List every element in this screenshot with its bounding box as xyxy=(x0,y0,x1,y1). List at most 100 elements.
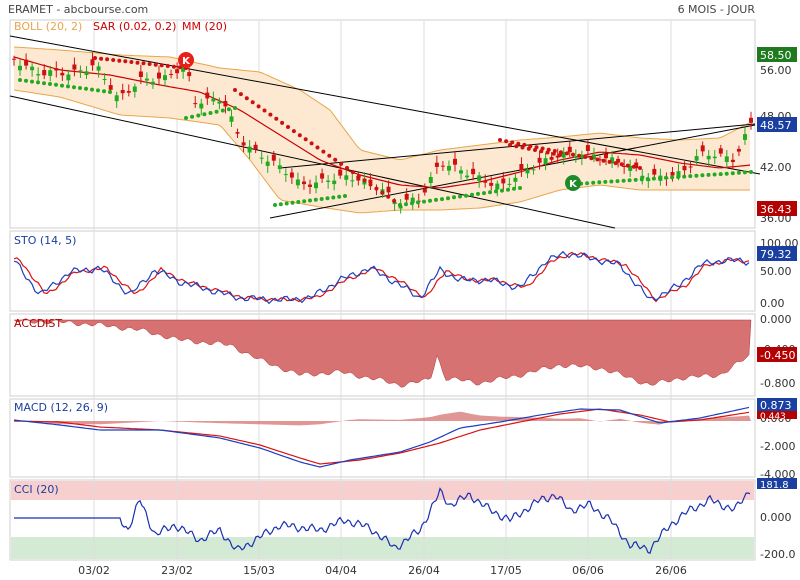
cci-label: CCI (20) xyxy=(14,483,59,496)
candle-body-2 xyxy=(24,59,29,66)
candle-body-57 xyxy=(356,176,361,181)
sar-dot-36 xyxy=(208,111,213,115)
candle-body-68 xyxy=(422,188,427,193)
bollinger-fill xyxy=(14,47,750,213)
legend-boll: BOLL (20, 2) xyxy=(14,20,82,33)
sar-dot-13 xyxy=(96,88,100,93)
sar-dot-141 xyxy=(597,180,602,185)
badge-low: 36.43 xyxy=(760,203,792,216)
candle-body-76 xyxy=(471,168,476,175)
candle-body-50 xyxy=(314,182,318,189)
sar-dot-153 xyxy=(670,175,675,180)
candle-body-66 xyxy=(410,197,415,203)
sar-dot-85 xyxy=(410,201,414,206)
candle-body-64 xyxy=(398,205,403,209)
macd-signal-badge: 0.443 xyxy=(760,412,786,422)
sar-dot-165 xyxy=(742,170,747,175)
candle-body-55 xyxy=(344,175,349,180)
candle-body-69 xyxy=(428,177,433,183)
sar-dot-44 xyxy=(250,100,255,105)
candle-body-35 xyxy=(223,100,228,107)
candle-body-19 xyxy=(126,91,131,93)
sto-lines xyxy=(13,250,750,305)
candle-body-33 xyxy=(211,98,216,102)
sar-dot-0 xyxy=(18,78,22,82)
candle-body-22 xyxy=(144,78,149,81)
sar-dot-40 xyxy=(233,106,237,110)
sar-dot-76 xyxy=(308,198,312,203)
sar-dot-70 xyxy=(273,203,277,207)
cci-tick-0: 0.000 xyxy=(760,511,792,524)
candle-body-103 xyxy=(634,162,639,169)
sar-dot-60 xyxy=(345,166,349,170)
sar-dot-8 xyxy=(66,84,70,89)
badge-last-bg xyxy=(757,117,797,132)
candle-body-93 xyxy=(573,156,578,158)
candle-body-75 xyxy=(465,175,470,178)
candle-body-23 xyxy=(150,81,155,85)
candle-body-45 xyxy=(283,174,288,176)
sar-dot-75 xyxy=(302,199,307,204)
sar-dot-90 xyxy=(440,197,444,202)
candle-body-41 xyxy=(259,157,264,159)
sar-dot-53 xyxy=(303,137,308,142)
candle-body-21 xyxy=(138,71,143,77)
candle-body-110 xyxy=(676,171,681,178)
sar-dot-52 xyxy=(297,133,302,138)
trend-lines xyxy=(9,35,761,229)
candle-body-118 xyxy=(724,156,729,162)
sar-dot-122 xyxy=(552,149,557,153)
candle-body-119 xyxy=(730,159,735,162)
candle-body-1 xyxy=(18,65,22,71)
sar-dot-56 xyxy=(321,149,326,154)
sar-dot-79 xyxy=(325,196,330,201)
sar-dot-16 xyxy=(93,56,97,60)
macd-badge: 0.873 xyxy=(760,399,792,412)
sar-dot-26 xyxy=(153,62,158,67)
sar-dot-148 xyxy=(639,177,644,182)
sar-dot-82 xyxy=(343,194,347,198)
sar-dot-126 xyxy=(577,153,582,158)
candle-body-85 xyxy=(525,169,530,174)
x-label-0: 03/02 xyxy=(78,564,110,577)
candle-body-14 xyxy=(96,66,101,71)
sar-dot-144 xyxy=(615,179,620,184)
price-tick-42: 42.00 xyxy=(760,161,792,174)
candle-body-88 xyxy=(543,158,548,164)
sar-dot-162 xyxy=(724,171,729,176)
macd-badge-bg xyxy=(757,398,797,411)
candle-body-16 xyxy=(108,85,113,90)
sar-dot-120 xyxy=(540,146,545,151)
cci-overbought-zone xyxy=(11,481,754,500)
candle-body-96 xyxy=(591,154,596,160)
sar-dot-135 xyxy=(631,164,636,169)
sar-dot-21 xyxy=(123,59,128,64)
candle-body-80 xyxy=(495,183,500,190)
candle-body-59 xyxy=(368,179,373,184)
candle-body-99 xyxy=(610,157,615,164)
sar-dot-97 xyxy=(482,191,486,196)
macd-histogram xyxy=(14,411,751,426)
candle-body-48 xyxy=(302,181,306,185)
sar-dot-116 xyxy=(516,141,521,146)
marker-k-red: K xyxy=(178,52,194,68)
sar-dot-48 xyxy=(274,116,279,121)
candle-body-54 xyxy=(338,169,343,176)
sar-dot-45 xyxy=(256,104,261,109)
sar-dot-151 xyxy=(658,176,662,181)
sar-dot-33 xyxy=(190,114,195,119)
macd-tick-2: -2.000 xyxy=(760,440,795,453)
sar-dot-47 xyxy=(268,112,273,117)
sar-dot-77 xyxy=(313,197,318,202)
panel-frames xyxy=(9,19,756,561)
sar-dot-37 xyxy=(214,109,219,114)
sar-dot-131 xyxy=(607,159,612,164)
candle-body-4 xyxy=(36,74,41,76)
sar-dot-129 xyxy=(595,157,600,162)
sar-dot-78 xyxy=(319,197,324,201)
sar-dot-118 xyxy=(528,144,533,149)
sar-dot-102 xyxy=(512,186,516,191)
cci-panel xyxy=(9,479,756,561)
sar-dot-63 xyxy=(362,178,367,183)
